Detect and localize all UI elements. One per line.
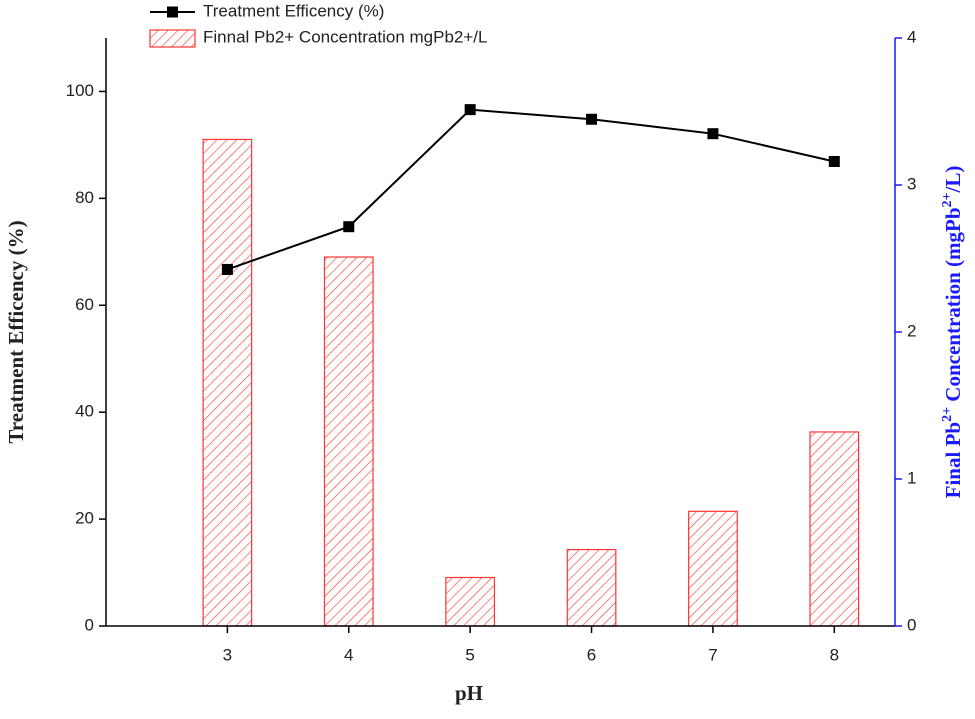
y2-axis-label: Final Pb2+ Concentration (mgPb2+/L): [940, 166, 965, 499]
y2-axis-label-part: Final Pb: [941, 422, 965, 498]
y2-tick-label: 2: [907, 321, 916, 340]
y-axis-label: Treatment Efficency (%): [4, 220, 28, 443]
x-axis-label: pH: [455, 681, 483, 705]
y-tick-label: 100: [66, 81, 94, 100]
marker: [343, 221, 355, 233]
bar: [688, 510, 738, 627]
marker: [828, 155, 840, 167]
legend-marker: [167, 6, 178, 18]
marker: [586, 113, 598, 125]
bar: [445, 576, 496, 627]
y-tick-label: 0: [85, 615, 94, 634]
y-tick-label: 60: [75, 295, 94, 314]
y2-tick-label: 3: [907, 174, 916, 193]
y-tick-label: 40: [75, 402, 94, 421]
x-tick-label: 4: [344, 645, 353, 664]
line: [227, 108, 835, 271]
y2-axis-label-part: Concentration (mgPb: [941, 207, 965, 406]
y-tick-label: 80: [75, 188, 94, 207]
marker: [221, 263, 233, 275]
y2-axis-label-part: 2+: [940, 407, 955, 422]
marker: [707, 128, 719, 140]
x-tick-label: 6: [587, 645, 596, 664]
x-tick-label: 3: [223, 645, 232, 664]
legend-label: Finnal Pb2+ Concentration mgPb2+/L: [203, 27, 487, 46]
y2-tick-label: 0: [907, 615, 916, 634]
y2-axis-label-part: 2+: [940, 192, 955, 207]
x-tick-label: 7: [708, 645, 717, 664]
y2-tick-label: 1: [907, 468, 916, 487]
bar: [323, 256, 374, 627]
bar: [566, 548, 617, 627]
y2-tick-label: 4: [907, 27, 916, 46]
marker: [464, 104, 476, 116]
x-tick-label: 8: [830, 645, 839, 664]
bar: [202, 138, 253, 627]
x-tick-label: 5: [465, 645, 474, 664]
legend-label: Treatment Efficency (%): [203, 1, 384, 20]
y-tick-label: 20: [75, 509, 94, 528]
bar: [809, 431, 860, 627]
y2-axis-label-part: /L): [941, 166, 965, 194]
legend-swatch: [149, 29, 196, 48]
